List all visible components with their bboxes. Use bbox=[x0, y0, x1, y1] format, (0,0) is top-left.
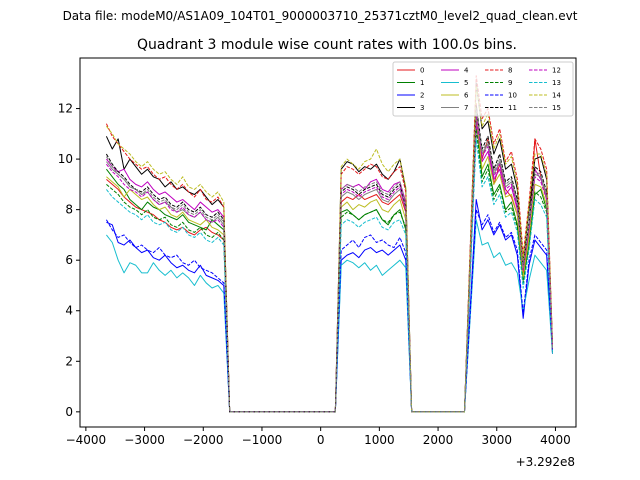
legend-label: 12 bbox=[552, 67, 561, 75]
series-line-1 bbox=[106, 118, 554, 413]
series-line-11 bbox=[105, 105, 554, 413]
chart-title: Quadrant 3 module wise count rates with … bbox=[137, 37, 517, 53]
chart-suptitle: Data file: modeM0/AS1A09_104T01_90000037… bbox=[63, 9, 578, 23]
legend-item: 1 bbox=[397, 79, 424, 87]
x-offset-label: +3.292e8 bbox=[516, 455, 575, 469]
legend-label: 10 bbox=[508, 92, 517, 100]
x-tick-label: −4000 bbox=[66, 433, 107, 447]
legend-item: 8 bbox=[485, 67, 512, 75]
y-tick-label: 0 bbox=[65, 405, 73, 419]
legend-item: 2 bbox=[397, 92, 424, 100]
y-axis: 0 2 4 6 8 10 12 bbox=[58, 102, 80, 419]
plot-frame bbox=[79, 57, 577, 428]
y-tick-label: 2 bbox=[65, 354, 73, 368]
legend-item: 11 bbox=[485, 104, 517, 112]
legend-label: 1 bbox=[420, 79, 424, 87]
legend-frame bbox=[392, 61, 574, 117]
series-line-6 bbox=[106, 113, 554, 413]
legend-item: 7 bbox=[441, 104, 468, 112]
x-axis: −4000 −3000 −2000 −1000 0 1000 2000 3000 4000 bbox=[66, 427, 571, 447]
series-line-2 bbox=[106, 199, 554, 413]
series-line-9 bbox=[106, 128, 554, 413]
x-tick-label: 2000 bbox=[423, 433, 454, 447]
x-tick-label: 0 bbox=[317, 433, 325, 447]
series-line-15 bbox=[105, 108, 554, 413]
legend-item: 14 bbox=[529, 92, 561, 100]
y-tick-label: 8 bbox=[65, 203, 73, 217]
series-line-14 bbox=[106, 85, 554, 413]
series-lines bbox=[105, 75, 554, 413]
x-tick-label: 3000 bbox=[481, 433, 512, 447]
series-line-12 bbox=[106, 115, 554, 413]
legend-label: 6 bbox=[464, 92, 469, 100]
legend-label: 0 bbox=[420, 67, 424, 75]
legend-label: 15 bbox=[552, 104, 561, 112]
legend-label: 9 bbox=[508, 79, 512, 87]
x-tick-label: −1000 bbox=[242, 433, 283, 447]
legend-label: 14 bbox=[552, 92, 561, 100]
series-line-8 bbox=[105, 75, 554, 413]
legend-label: 8 bbox=[508, 67, 512, 75]
legend-item: 5 bbox=[441, 79, 468, 87]
legend-label: 3 bbox=[420, 104, 424, 112]
legend-label: 2 bbox=[420, 92, 424, 100]
legend-item: 0 bbox=[397, 67, 424, 75]
y-tick-label: 4 bbox=[65, 304, 73, 318]
legend-label: 13 bbox=[552, 79, 561, 87]
legend-label: 5 bbox=[464, 79, 468, 87]
legend-item: 10 bbox=[485, 92, 517, 100]
x-tick-label: −2000 bbox=[183, 433, 224, 447]
legend-item: 9 bbox=[485, 79, 512, 87]
plot-background bbox=[80, 58, 576, 427]
legend-item: 15 bbox=[529, 104, 561, 112]
x-tick-label: 4000 bbox=[540, 433, 571, 447]
x-tick-label: −3000 bbox=[124, 433, 165, 447]
legend-label: 7 bbox=[464, 104, 468, 112]
series-line-10 bbox=[105, 209, 554, 413]
y-tick-label: 6 bbox=[65, 253, 73, 267]
legend-label: 4 bbox=[464, 67, 469, 75]
legend-label: 11 bbox=[508, 104, 517, 112]
series-line-5 bbox=[106, 219, 554, 413]
series-line-7 bbox=[106, 110, 554, 413]
series-line-13 bbox=[106, 138, 554, 413]
legend-item: 13 bbox=[529, 79, 561, 87]
y-tick-label: 12 bbox=[58, 102, 73, 116]
legend-item: 12 bbox=[529, 67, 561, 75]
legend-item: 3 bbox=[397, 104, 424, 112]
plot-area bbox=[79, 57, 577, 428]
y-tick-label: 10 bbox=[58, 152, 73, 166]
series-line-0 bbox=[106, 102, 554, 413]
x-tick-label: 1000 bbox=[364, 433, 395, 447]
legend-item: 4 bbox=[441, 67, 469, 75]
legend-item: 6 bbox=[441, 92, 469, 100]
